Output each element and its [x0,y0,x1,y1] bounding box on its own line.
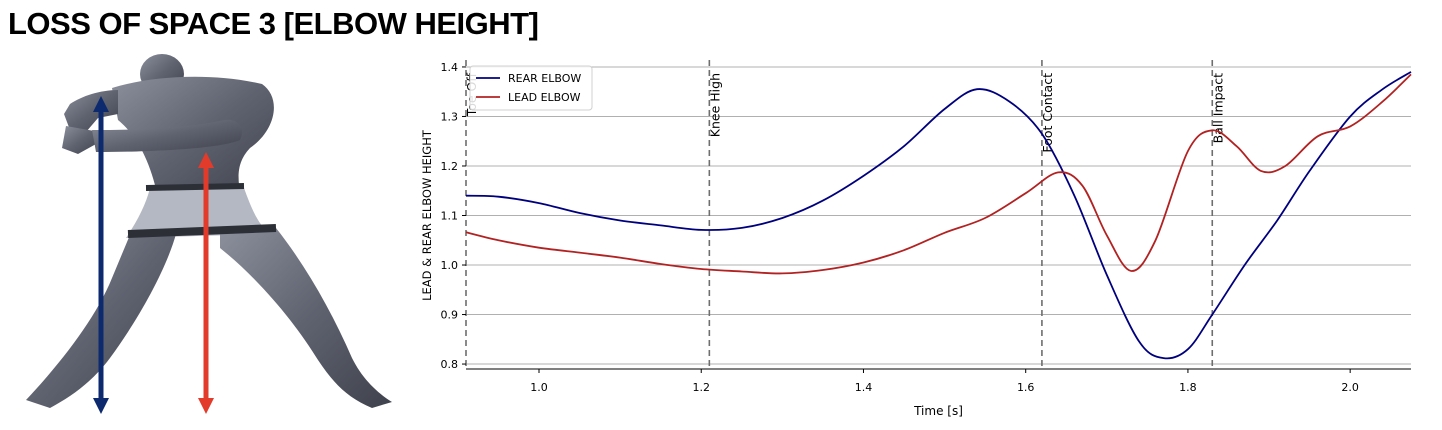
series-line-rear-elbow [465,71,1412,360]
event-label: Foot Contact [1040,73,1055,153]
legend-label: REAR ELBOW [508,72,581,85]
rear-elbow-arrow [93,96,109,414]
x-tick-label: 1.2 [692,381,710,394]
axes: 0.8 0.9 1.0 1.1 1.2 1.3 1.4 1.0 1.2 1.4 1.6 1.8 2.0 T… [420,61,1411,418]
x-axis-label: Time [s] [913,404,963,418]
legend-label: LEAD ELBOW [508,91,581,104]
y-axis-label: LEAD & REAR ELBOW HEIGHT [420,129,434,301]
x-tick-label: 1.0 [530,381,548,394]
series-lines [465,71,1412,360]
legend: REAR ELBOW LEAD ELBOW [469,65,593,111]
x-tick-label: 1.4 [855,381,873,394]
grid-lines [466,66,1411,365]
y-tick-label: 1.0 [441,259,459,272]
event-label: Ball Impact [1210,73,1225,143]
y-tick-label: 0.8 [441,358,459,371]
series-line-lead-elbow [465,73,1412,275]
body-elbow-figure [26,54,392,414]
x-tick-label: 1.6 [1017,381,1035,394]
x-tick-label: 1.8 [1179,381,1197,394]
lead-elbow-arrow [198,152,214,414]
y-tick-label: 1.4 [441,61,459,74]
page-title: LOSS OF SPACE 3 [ELBOW HEIGHT] [8,6,539,41]
y-tick-label: 1.3 [441,110,459,123]
legend-box [469,65,593,111]
x-tick-label: 2.0 [1341,381,1359,394]
event-label: Knee High [707,73,722,137]
y-tick-label: 1.1 [441,210,459,223]
y-tick-label: 0.9 [441,309,459,322]
y-tick-label: 1.2 [441,160,459,173]
